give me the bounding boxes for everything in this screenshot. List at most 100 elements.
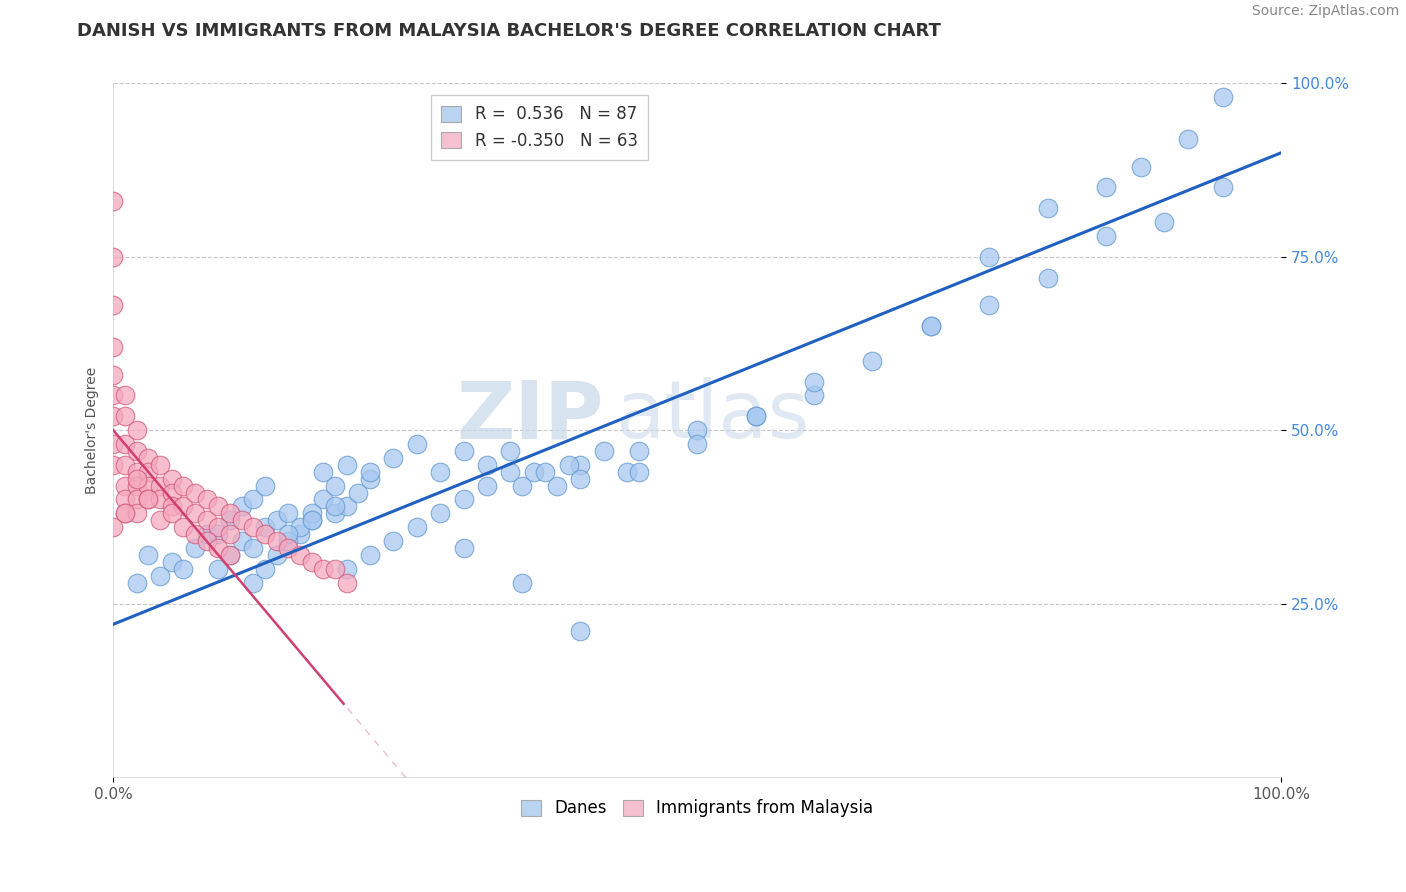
Point: [149, 568, 172, 582]
Point: [347, 485, 370, 500]
Point: [253, 527, 276, 541]
Point: [136, 465, 159, 479]
Point: [686, 437, 709, 451]
Point: [149, 458, 172, 472]
Point: [219, 548, 242, 562]
Point: [114, 478, 136, 492]
Point: [277, 534, 299, 549]
Point: [1129, 160, 1152, 174]
Point: [1095, 180, 1118, 194]
Point: [323, 507, 346, 521]
Point: [382, 534, 405, 549]
Point: [301, 513, 323, 527]
Point: [219, 507, 242, 521]
Point: [103, 368, 125, 382]
Point: [125, 507, 148, 521]
Point: [336, 562, 359, 576]
Point: [253, 562, 276, 576]
Point: [627, 444, 650, 458]
Point: [453, 541, 475, 555]
Point: [803, 388, 825, 402]
Point: [1153, 215, 1175, 229]
Point: [103, 409, 125, 424]
Point: [323, 562, 346, 576]
Point: [195, 527, 218, 541]
Point: [114, 507, 136, 521]
Point: [136, 548, 159, 562]
Point: [592, 444, 614, 458]
Point: [207, 500, 229, 514]
Point: [103, 340, 125, 354]
Point: [475, 478, 498, 492]
Point: [184, 527, 207, 541]
Point: [172, 478, 194, 492]
Point: [266, 534, 288, 549]
Point: [277, 507, 299, 521]
Point: [277, 527, 299, 541]
Point: [546, 478, 568, 492]
Point: [103, 250, 125, 264]
Text: DANISH VS IMMIGRANTS FROM MALAYSIA BACHELOR'S DEGREE CORRELATION CHART: DANISH VS IMMIGRANTS FROM MALAYSIA BACHE…: [77, 22, 941, 40]
Point: [219, 548, 242, 562]
Point: [149, 513, 172, 527]
Point: [499, 465, 522, 479]
Point: [219, 527, 242, 541]
Point: [103, 437, 125, 451]
Point: [453, 492, 475, 507]
Point: [557, 458, 579, 472]
Point: [195, 534, 218, 549]
Point: [920, 319, 942, 334]
Point: [172, 500, 194, 514]
Text: ZIP: ZIP: [457, 377, 603, 455]
Point: [231, 500, 253, 514]
Point: [149, 478, 172, 492]
Point: [405, 520, 427, 534]
Point: [125, 423, 148, 437]
Point: [207, 520, 229, 534]
Point: [103, 520, 125, 534]
Point: [103, 458, 125, 472]
Point: [231, 513, 253, 527]
Point: [569, 624, 592, 639]
Point: [114, 492, 136, 507]
Point: [569, 458, 592, 472]
Point: [160, 555, 183, 569]
Point: [1036, 201, 1059, 215]
Point: [172, 520, 194, 534]
Point: [242, 492, 264, 507]
Point: [1095, 229, 1118, 244]
Point: [253, 478, 276, 492]
Point: [219, 513, 242, 527]
Point: [510, 575, 533, 590]
Point: [686, 423, 709, 437]
Point: [288, 527, 311, 541]
Point: [207, 527, 229, 541]
Point: [103, 194, 125, 209]
Point: [125, 478, 148, 492]
Point: [510, 478, 533, 492]
Point: [242, 575, 264, 590]
Point: [977, 250, 1000, 264]
Point: [301, 507, 323, 521]
Point: [253, 520, 276, 534]
Point: [359, 548, 381, 562]
Point: [323, 478, 346, 492]
Point: [288, 520, 311, 534]
Point: [125, 444, 148, 458]
Point: [499, 444, 522, 458]
Point: [312, 465, 335, 479]
Point: [114, 437, 136, 451]
Point: [359, 472, 381, 486]
Point: [627, 465, 650, 479]
Point: [242, 520, 264, 534]
Point: [523, 465, 546, 479]
Point: [125, 492, 148, 507]
Point: [453, 444, 475, 458]
Point: [184, 485, 207, 500]
Point: [312, 492, 335, 507]
Point: [744, 409, 766, 424]
Point: [382, 450, 405, 465]
Point: [616, 465, 638, 479]
Point: [242, 541, 264, 555]
Point: [405, 437, 427, 451]
